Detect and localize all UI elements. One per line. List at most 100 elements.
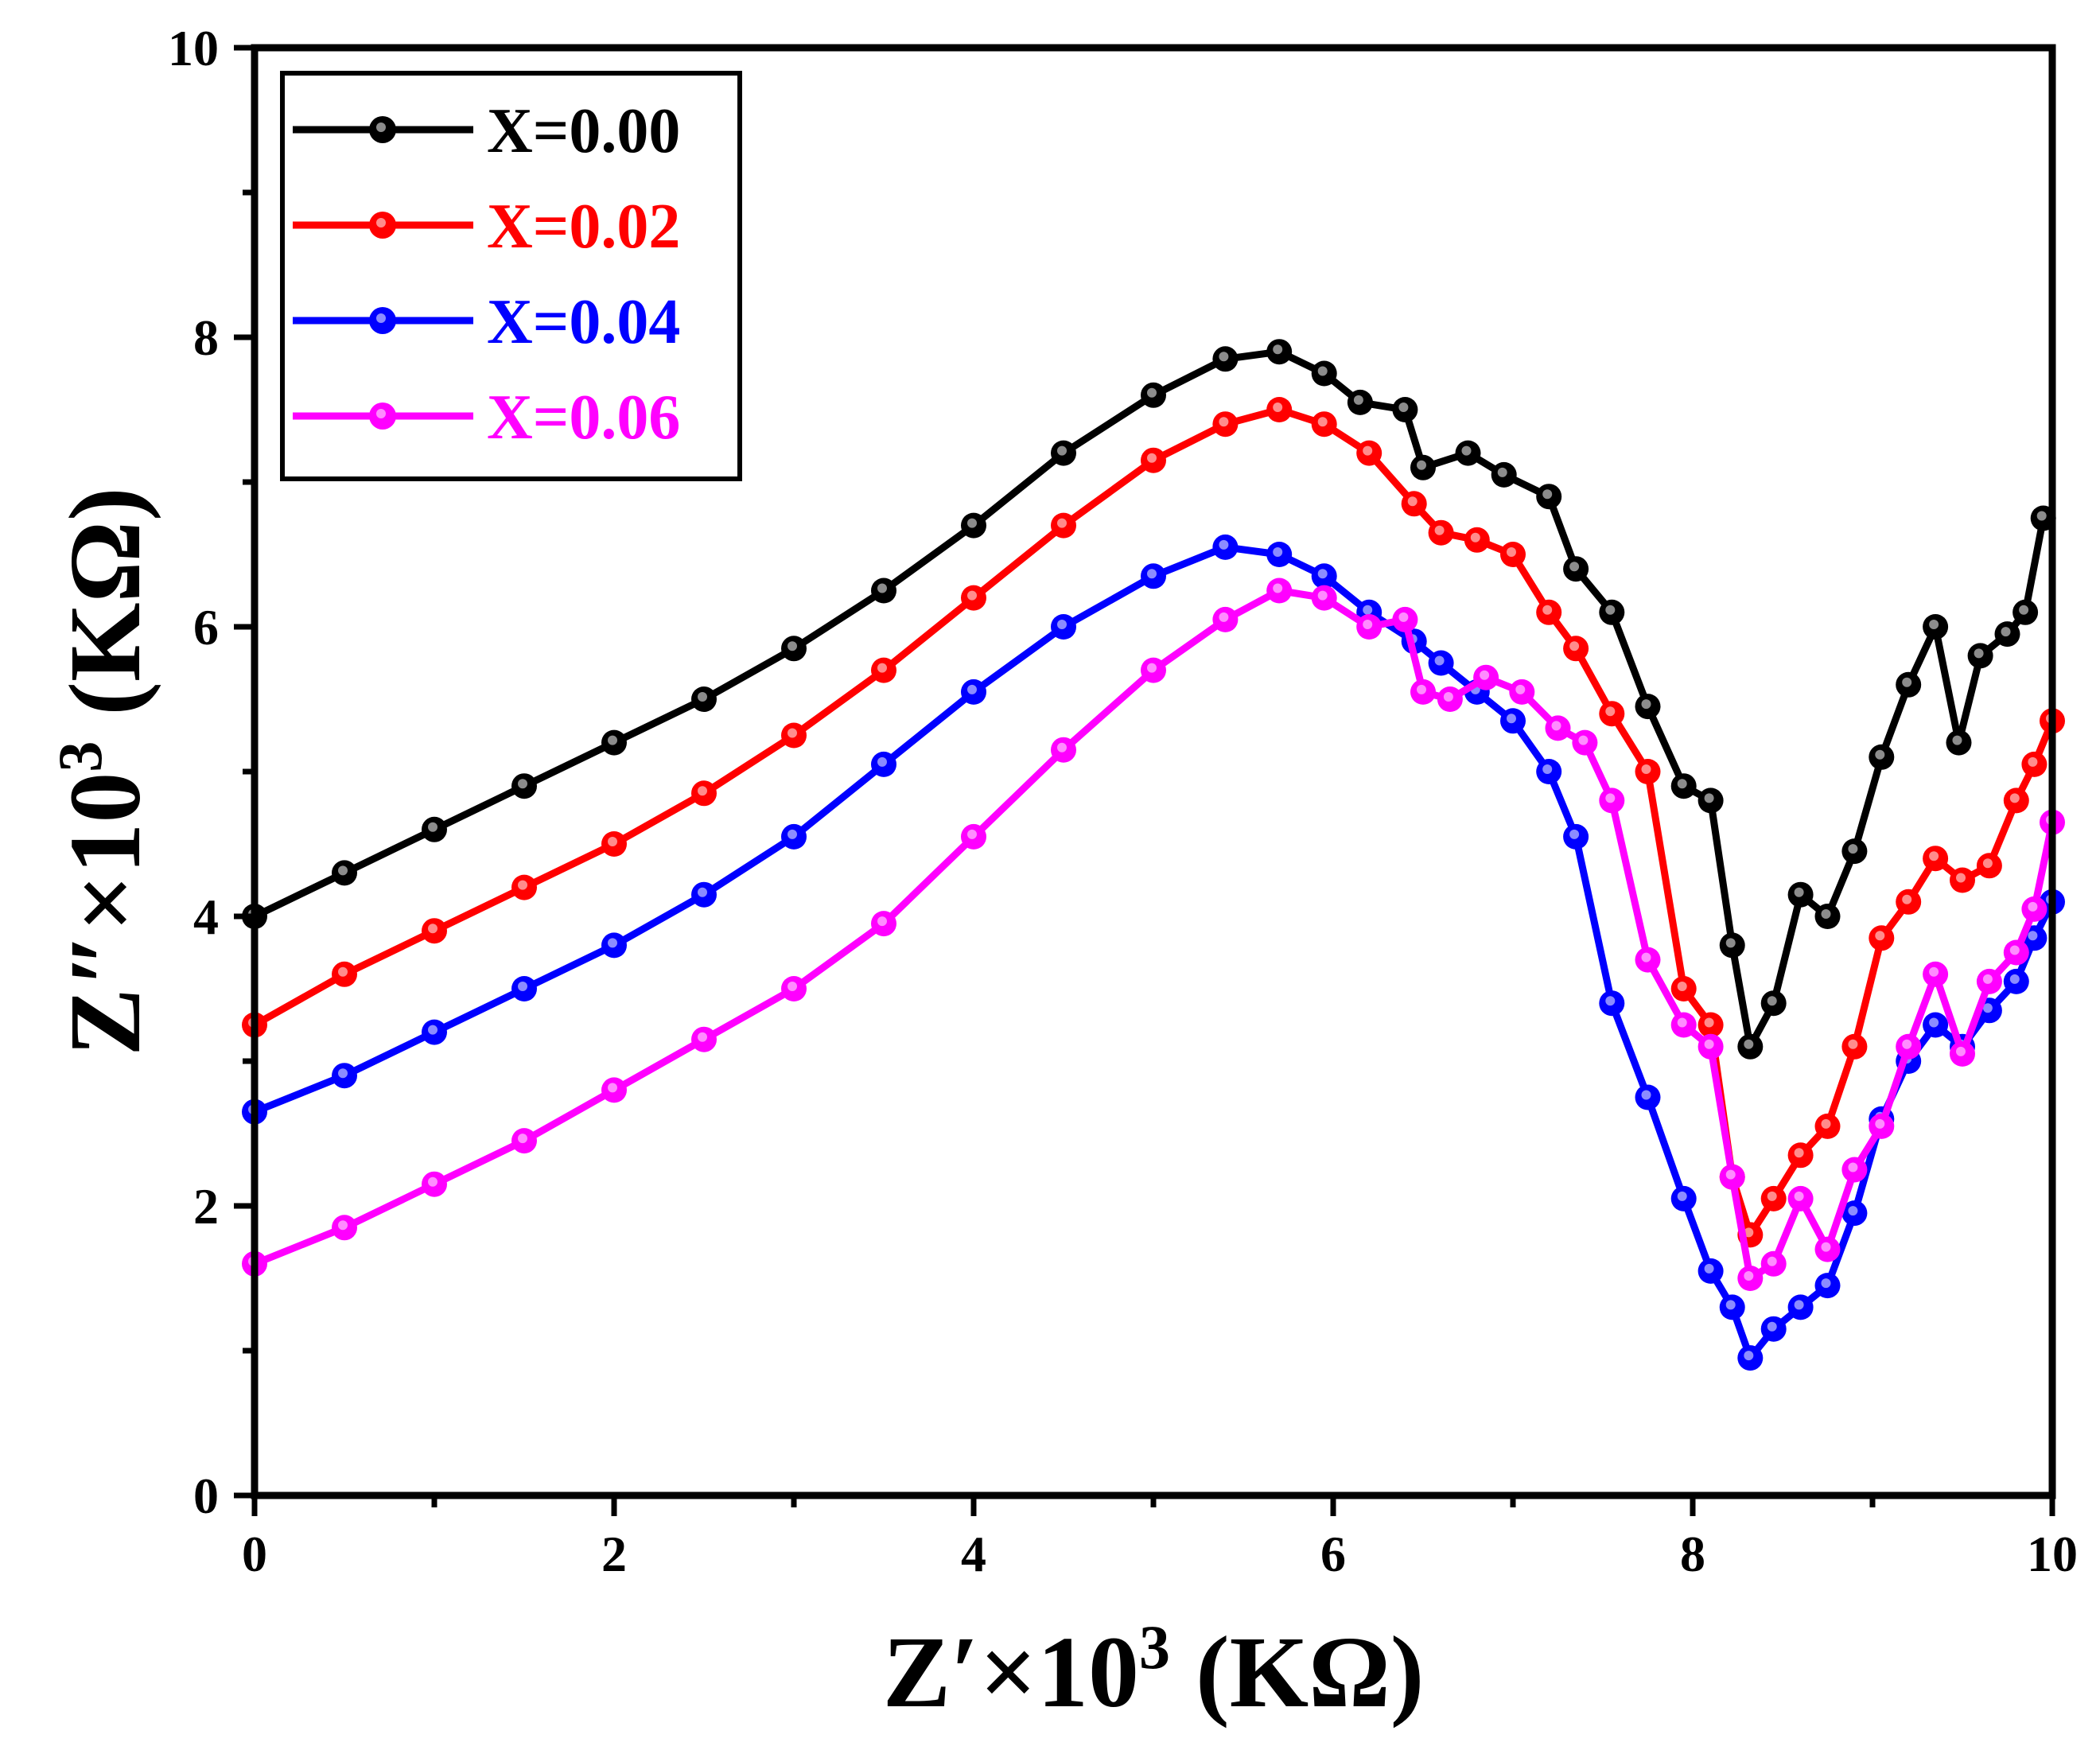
legend-label: X=0.00 [487, 96, 680, 166]
data-point-highlight [788, 829, 797, 839]
data-point-highlight [338, 1220, 348, 1231]
legend-item: X=0.02 [293, 192, 680, 262]
data-point-highlight [1929, 851, 1939, 861]
series-X=0.06 [242, 578, 2065, 1291]
data-point-highlight [1902, 1039, 1912, 1049]
data-point-highlight [1273, 547, 1283, 557]
data-point-highlight [1219, 352, 1229, 362]
series-layer [242, 339, 2065, 1371]
data-point-highlight [608, 1083, 617, 1093]
data-point-highlight [698, 692, 707, 702]
data-point-highlight [1767, 1191, 1777, 1201]
data-point-highlight [338, 966, 348, 977]
data-point-highlight [877, 663, 887, 673]
data-point-highlight [2001, 627, 2011, 637]
data-point-highlight [608, 837, 617, 846]
data-point-highlight [1902, 894, 1912, 904]
data-point-highlight [1353, 395, 1363, 405]
data-point-highlight [1875, 931, 1885, 941]
data-point-highlight [608, 938, 617, 948]
data-point-highlight [1219, 612, 1229, 622]
series-line [251, 406, 2056, 1239]
data-point-highlight [1273, 402, 1283, 412]
data-point-highlight [1147, 453, 1157, 463]
data-point-highlight [518, 1134, 527, 1144]
data-point-highlight [1605, 793, 1616, 803]
data-point-highlight [967, 590, 977, 601]
data-point-highlight [1982, 974, 1993, 984]
x-tick-label: 0 [242, 1526, 267, 1582]
data-point-highlight [1929, 1017, 1939, 1028]
data-point-highlight [1497, 467, 1507, 477]
data-point-highlight [1317, 590, 1328, 601]
data-point-highlight [1363, 445, 1373, 456]
data-point-highlight [1057, 445, 1067, 456]
data-point-highlight [2036, 511, 2047, 521]
data-point-highlight [1470, 532, 1480, 542]
data-point-highlight [1605, 996, 1616, 1006]
x-tick-label: 6 [1320, 1526, 1346, 1582]
data-point-highlight [1317, 569, 1328, 579]
data-point-highlight [428, 1176, 438, 1187]
legend-box [280, 71, 742, 481]
legend: X=0.00 X=0.02 X=0.04 X=0.06 [280, 71, 742, 481]
data-point-highlight [1974, 648, 1984, 659]
x-tick-label: 4 [961, 1526, 986, 1582]
data-point-highlight [877, 583, 887, 593]
data-point-highlight [518, 880, 527, 890]
x-tick-label: 8 [1680, 1526, 1705, 1582]
y-tick-label: 10 [168, 20, 219, 76]
data-point-highlight [1605, 605, 1616, 615]
data-point-highlight [518, 982, 527, 991]
data-point-highlight [1848, 1206, 1858, 1216]
data-point-highlight [1744, 1351, 1754, 1361]
data-point-highlight [1641, 1090, 1651, 1100]
data-point-highlight [698, 1032, 707, 1042]
x-axis-title: Z′×103 (KΩ) [883, 1612, 1425, 1729]
data-point-highlight [1641, 764, 1651, 774]
data-point-highlight [1363, 605, 1373, 615]
y-axis-title: Z″×103 (KΩ) [45, 487, 161, 1056]
data-point-highlight [1569, 562, 1580, 572]
legend-marker-highlight [376, 122, 386, 132]
data-point-highlight [967, 684, 977, 694]
data-point-highlight [518, 779, 527, 789]
data-point-highlight [1542, 489, 1553, 500]
data-point-highlight [1443, 692, 1453, 702]
data-point-highlight [1929, 966, 1939, 977]
data-point-highlight [608, 735, 617, 745]
y-tick-label: 4 [193, 889, 219, 945]
data-point-highlight [967, 518, 977, 528]
data-point-highlight [698, 887, 707, 897]
data-point-highlight [1794, 887, 1804, 897]
legend-label: X=0.02 [487, 192, 680, 262]
data-point-highlight [1956, 873, 1966, 883]
series-X=0.00 [242, 339, 2056, 1060]
data-point-highlight [1569, 641, 1580, 651]
data-point-highlight [2009, 974, 2020, 984]
data-point-highlight [1273, 344, 1283, 355]
data-point-highlight [2028, 756, 2038, 767]
data-point-highlight [1744, 1271, 1754, 1281]
data-point-highlight [1848, 844, 1858, 854]
legend-marker-highlight [376, 218, 386, 228]
data-point-highlight [428, 924, 438, 934]
data-point-highlight [1219, 417, 1229, 427]
data-point-highlight [1794, 1191, 1804, 1201]
data-point-highlight [1704, 1017, 1714, 1028]
data-point-highlight [1821, 1278, 1831, 1289]
data-point-highlight [1641, 699, 1651, 710]
data-point-highlight [1317, 417, 1328, 427]
legend-marker-highlight [376, 313, 386, 323]
series-line [251, 587, 2056, 1282]
data-point-highlight [338, 1068, 348, 1079]
data-point-highlight [788, 728, 797, 738]
data-point-highlight [1507, 547, 1516, 557]
data-point-highlight [1744, 1227, 1754, 1238]
data-point-highlight [1434, 655, 1445, 666]
data-point-highlight [877, 916, 887, 927]
data-point-highlight [1542, 764, 1553, 774]
data-point-highlight [877, 756, 887, 767]
data-point-highlight [428, 1025, 438, 1035]
data-point-highlight [1461, 445, 1472, 456]
